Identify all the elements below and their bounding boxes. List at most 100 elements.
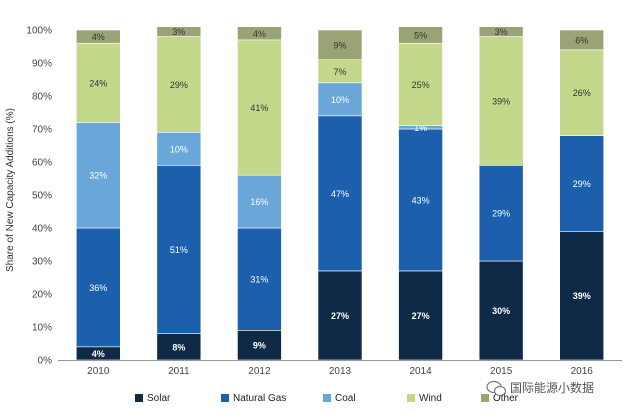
- legend-swatch: [481, 394, 489, 402]
- wechat-icon: [486, 380, 507, 397]
- x-tick-label: 2014: [409, 366, 432, 377]
- legend-label: Coal: [335, 393, 356, 404]
- y-axis: 0% 10% 20% 30% 40% 50% 60% 70% 80% 90% 100%: [26, 26, 52, 367]
- data-label: 41%: [250, 103, 268, 113]
- data-label: 3%: [172, 27, 185, 37]
- data-label: 10%: [170, 144, 188, 154]
- bar-segment-coal: [317, 82, 363, 117]
- bar-segment-wind: [478, 36, 524, 166]
- data-label: 51%: [170, 245, 188, 255]
- legend: Solar Natural Gas Coal Wind Other: [135, 393, 519, 404]
- bar-segment-natural-gas: [156, 165, 202, 334]
- data-label: 25%: [412, 80, 430, 90]
- x-tick-label: 2011: [168, 366, 190, 377]
- watermark: 国际能源小数据: [486, 380, 594, 397]
- legend-label: Solar: [147, 393, 171, 404]
- legend-item: Natural Gas: [221, 393, 286, 404]
- data-label: 29%: [170, 80, 188, 90]
- data-label: 30%: [492, 306, 510, 316]
- bar-segment-other: [559, 29, 605, 51]
- data-label: 29%: [492, 209, 510, 219]
- data-label: 27%: [412, 311, 430, 321]
- y-tick-label: 70%: [32, 125, 52, 136]
- legend-item: Solar: [135, 393, 171, 404]
- bar-segment-other: [478, 26, 524, 37]
- y-tick-label: 90%: [32, 59, 52, 70]
- bar-segment-other: [237, 26, 282, 41]
- data-label: 24%: [89, 78, 107, 88]
- y-tick-label: 10%: [32, 323, 52, 334]
- data-label: 1%: [414, 123, 427, 133]
- x-tick-label: 2012: [248, 366, 271, 377]
- data-label: 47%: [331, 189, 349, 199]
- data-label: 5%: [414, 30, 427, 40]
- bar-segment-natural-gas: [237, 227, 282, 331]
- x-tick-label: 2010: [87, 366, 110, 377]
- data-label: 3%: [495, 27, 508, 37]
- bar-segment-solar: [478, 260, 524, 361]
- x-tick-label: 2015: [490, 366, 513, 377]
- bar-segment-other: [317, 29, 363, 61]
- y-tick-label: 50%: [32, 191, 52, 202]
- legend-swatch: [407, 394, 415, 402]
- data-label: 6%: [575, 35, 588, 45]
- legend-swatch: [135, 394, 143, 402]
- data-label: 9%: [333, 40, 346, 50]
- bar-segment-solar: [398, 270, 443, 361]
- bar-segment-wind: [398, 42, 443, 127]
- bar-segment-natural-gas: [478, 165, 524, 262]
- bar-segment-other: [156, 26, 202, 37]
- bar-segment-coal: [156, 132, 202, 166]
- legend-item: Coal: [323, 393, 356, 404]
- data-label: 4%: [92, 32, 105, 42]
- legend-label: Other: [493, 393, 519, 404]
- data-label: 10%: [331, 95, 349, 105]
- bar-segment-natural-gas: [398, 128, 443, 272]
- bar-segment-wind: [156, 36, 202, 133]
- y-tick-label: 80%: [32, 92, 52, 103]
- y-tick-label: 60%: [32, 158, 52, 169]
- bar-segment-solar: [237, 329, 282, 361]
- y-axis-label: Share of New Capacity Additions (%): [5, 108, 16, 272]
- data-label: 43%: [412, 195, 430, 205]
- bar-segment-wind: [559, 49, 605, 136]
- x-tick-label: 2016: [571, 366, 594, 377]
- data-label: 8%: [172, 342, 185, 352]
- y-tick-label: 20%: [32, 290, 52, 301]
- data-label: 9%: [253, 341, 266, 351]
- y-tick-label: 100%: [26, 26, 52, 37]
- bar-segment-wind: [75, 42, 121, 123]
- data-label: 4%: [92, 349, 105, 359]
- data-label: 39%: [492, 96, 510, 106]
- data-label: 7%: [333, 67, 346, 77]
- data-label: 39%: [573, 291, 591, 301]
- x-axis: 2010 2011 2012 2013 2014 2015 2016: [58, 360, 622, 377]
- y-tick-label: 30%: [32, 257, 52, 268]
- legend-item: Other: [481, 393, 519, 404]
- bar-segment-natural-gas: [75, 227, 121, 348]
- data-label: 16%: [250, 197, 268, 207]
- data-label: 36%: [89, 283, 107, 293]
- bar-segment-solar: [317, 270, 363, 361]
- bar-segment-solar: [559, 231, 605, 361]
- legend-swatch: [221, 394, 229, 402]
- y-tick-label: 0%: [38, 356, 53, 367]
- legend-label: Natural Gas: [233, 393, 286, 404]
- legend-swatch: [323, 394, 331, 402]
- watermark-text: 国际能源小数据: [510, 380, 594, 395]
- data-label: 27%: [331, 311, 349, 321]
- data-label: 32%: [89, 171, 107, 181]
- x-tick-label: 2013: [329, 366, 352, 377]
- data-label: 26%: [573, 88, 591, 98]
- data-label: 29%: [573, 179, 591, 189]
- data-label: 4%: [253, 29, 266, 39]
- y-tick-label: 40%: [32, 224, 52, 235]
- bar-segment-natural-gas: [317, 115, 363, 272]
- bars: 4% 36% 32% 24% 4% 8% 51% 10% 29% 3% 9% 31% 16% 41% 4% 2…: [75, 26, 605, 361]
- bar-segment-wind: [237, 39, 282, 176]
- bar-segment-other: [398, 26, 443, 44]
- data-label: 31%: [250, 275, 268, 285]
- legend-label: Wind: [419, 393, 442, 404]
